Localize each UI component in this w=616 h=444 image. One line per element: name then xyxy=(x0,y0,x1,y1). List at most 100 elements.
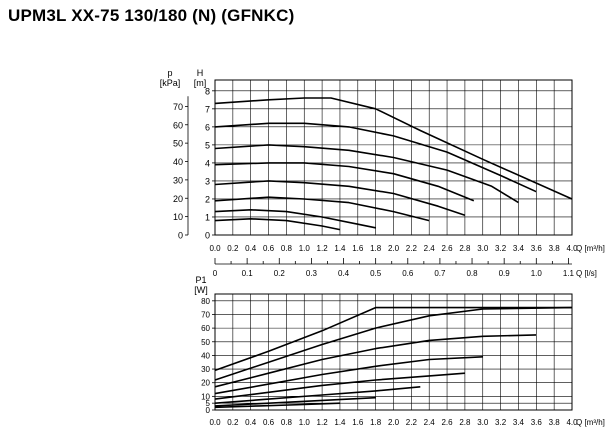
x-tick-label: 3.6 xyxy=(531,418,543,427)
power-curve-3 xyxy=(214,334,537,388)
x-tick-label: 1.2 xyxy=(317,244,329,253)
y-tick-label: 8 xyxy=(205,86,210,96)
x-tick-label: 2.4 xyxy=(424,418,436,427)
x-tick-label: 1.4 xyxy=(334,244,346,253)
y-axis-unit: [m] xyxy=(194,78,207,88)
x-tick-label: 0.8 xyxy=(281,418,293,427)
y-tick-label: 1 xyxy=(205,212,210,222)
y-tick-label: 2 xyxy=(205,194,210,204)
x-tick-label: 1.0 xyxy=(299,418,311,427)
x-tick-label: 0.0 xyxy=(209,418,221,427)
power-curve-5 xyxy=(214,372,465,400)
x2-tick-label: 0.8 xyxy=(466,269,478,278)
y-tick-label: 0 xyxy=(206,406,211,415)
power-curve-1 xyxy=(214,306,572,372)
x-tick-label: 3.4 xyxy=(513,244,525,253)
x-tick-label: 2.2 xyxy=(406,244,418,253)
plot-frame xyxy=(214,79,573,236)
power-curve-2 xyxy=(214,306,573,381)
chart-title: UPM3L XX-75 130/180 (N) (GFNKC) xyxy=(8,6,295,25)
x2-tick-label: 1.1 xyxy=(563,269,575,278)
y-tick-label: 80 xyxy=(201,297,210,306)
y-tick-label: 60 xyxy=(173,120,183,130)
head-curve-7 xyxy=(214,209,376,229)
x-axis-label: Q [m³/h] xyxy=(576,244,605,253)
y-tick-label: 6 xyxy=(205,122,210,132)
y-tick-label: 0 xyxy=(178,231,183,241)
x2-tick-label: 0 xyxy=(213,269,218,278)
x-tick-label: 2.0 xyxy=(388,418,400,427)
x-tick-label: 0.0 xyxy=(209,244,221,253)
y-tick-label: 10 xyxy=(173,212,183,222)
x-tick-label: 2.0 xyxy=(388,244,400,253)
y-tick-label: 3 xyxy=(205,176,210,186)
head-curve-6 xyxy=(214,196,430,222)
x-tick-label: 0.4 xyxy=(245,418,257,427)
x-tick-label: 3.2 xyxy=(495,244,507,253)
x-tick-label: 1.6 xyxy=(352,244,364,253)
y-tick-label: 40 xyxy=(201,351,210,360)
x2-tick-label: 0.5 xyxy=(370,269,382,278)
head-curve-5 xyxy=(214,180,466,216)
x-tick-label: 0.2 xyxy=(227,418,239,427)
x-tick-label: 0.2 xyxy=(227,244,239,253)
head-curve-1 xyxy=(214,97,573,200)
head-curve-2 xyxy=(214,122,537,193)
x-tick-label: 3.8 xyxy=(549,418,561,427)
x-tick-label: 1.8 xyxy=(370,418,382,427)
y-tick-label: 30 xyxy=(201,365,210,374)
x-tick-label: 1.8 xyxy=(370,244,382,253)
x-tick-label: 0.6 xyxy=(263,418,275,427)
y-axis-unit: [W] xyxy=(194,285,208,295)
y-tick-label: 10 xyxy=(201,392,210,401)
y-tick-label: 50 xyxy=(201,338,210,347)
y-tick-label: 60 xyxy=(201,324,210,333)
y-tick-label: 5 xyxy=(205,140,210,150)
head-curve-8 xyxy=(214,218,341,231)
y-tick-label: 40 xyxy=(173,157,183,167)
x-tick-label: 2.8 xyxy=(459,418,471,427)
x-tick-label: 0.4 xyxy=(245,244,257,253)
y-axis-label: p xyxy=(167,68,172,78)
power-curve-8 xyxy=(214,402,340,409)
x2-tick-label: 0.6 xyxy=(402,269,414,278)
x-tick-label: 2.4 xyxy=(424,244,436,253)
y-tick-label: 7 xyxy=(205,104,210,114)
y-tick-label: 0 xyxy=(205,231,210,241)
x-tick-label: 3.0 xyxy=(477,244,489,253)
x-tick-label: 2.8 xyxy=(459,244,471,253)
head-curve-3 xyxy=(214,144,519,204)
power-curve-4 xyxy=(214,356,483,395)
x2-tick-label: 0.3 xyxy=(306,269,318,278)
x-tick-label: 3.0 xyxy=(477,418,489,427)
x-tick-label: 1.4 xyxy=(334,418,346,427)
y-tick-label: 70 xyxy=(173,102,183,112)
y-tick-label: 4 xyxy=(205,158,210,168)
x-tick-label: 2.6 xyxy=(441,418,453,427)
x2-tick-label: 0.2 xyxy=(274,269,286,278)
x2-tick-label: 1.0 xyxy=(531,269,543,278)
head-curve-4 xyxy=(214,162,475,202)
x-tick-label: 3.4 xyxy=(513,418,525,427)
y-tick-label: 30 xyxy=(173,175,183,185)
x-tick-label: 2.2 xyxy=(406,418,418,427)
y-axis-label: H xyxy=(197,68,204,78)
x-tick-label: 0.8 xyxy=(281,244,293,253)
y-axis-label: P1 xyxy=(195,275,206,285)
x-tick-label: 4.0 xyxy=(566,244,578,253)
power-curve-6 xyxy=(214,386,421,404)
y-tick-label: 5 xyxy=(206,399,211,408)
x2-tick-label: 0.7 xyxy=(434,269,446,278)
x-tick-label: 2.6 xyxy=(441,244,453,253)
y-tick-label: 20 xyxy=(173,194,183,204)
y-tick-label: 50 xyxy=(173,139,183,149)
x-tick-label: 3.8 xyxy=(549,244,561,253)
x-tick-label: 0.6 xyxy=(263,244,275,253)
x-tick-label: 4.0 xyxy=(566,418,578,427)
x-tick-label: 1.0 xyxy=(299,244,311,253)
power-curve-7 xyxy=(214,396,376,407)
y-axis-unit: [kPa] xyxy=(160,78,181,88)
y-tick-label: 20 xyxy=(201,379,210,388)
x-tick-label: 1.2 xyxy=(317,418,329,427)
